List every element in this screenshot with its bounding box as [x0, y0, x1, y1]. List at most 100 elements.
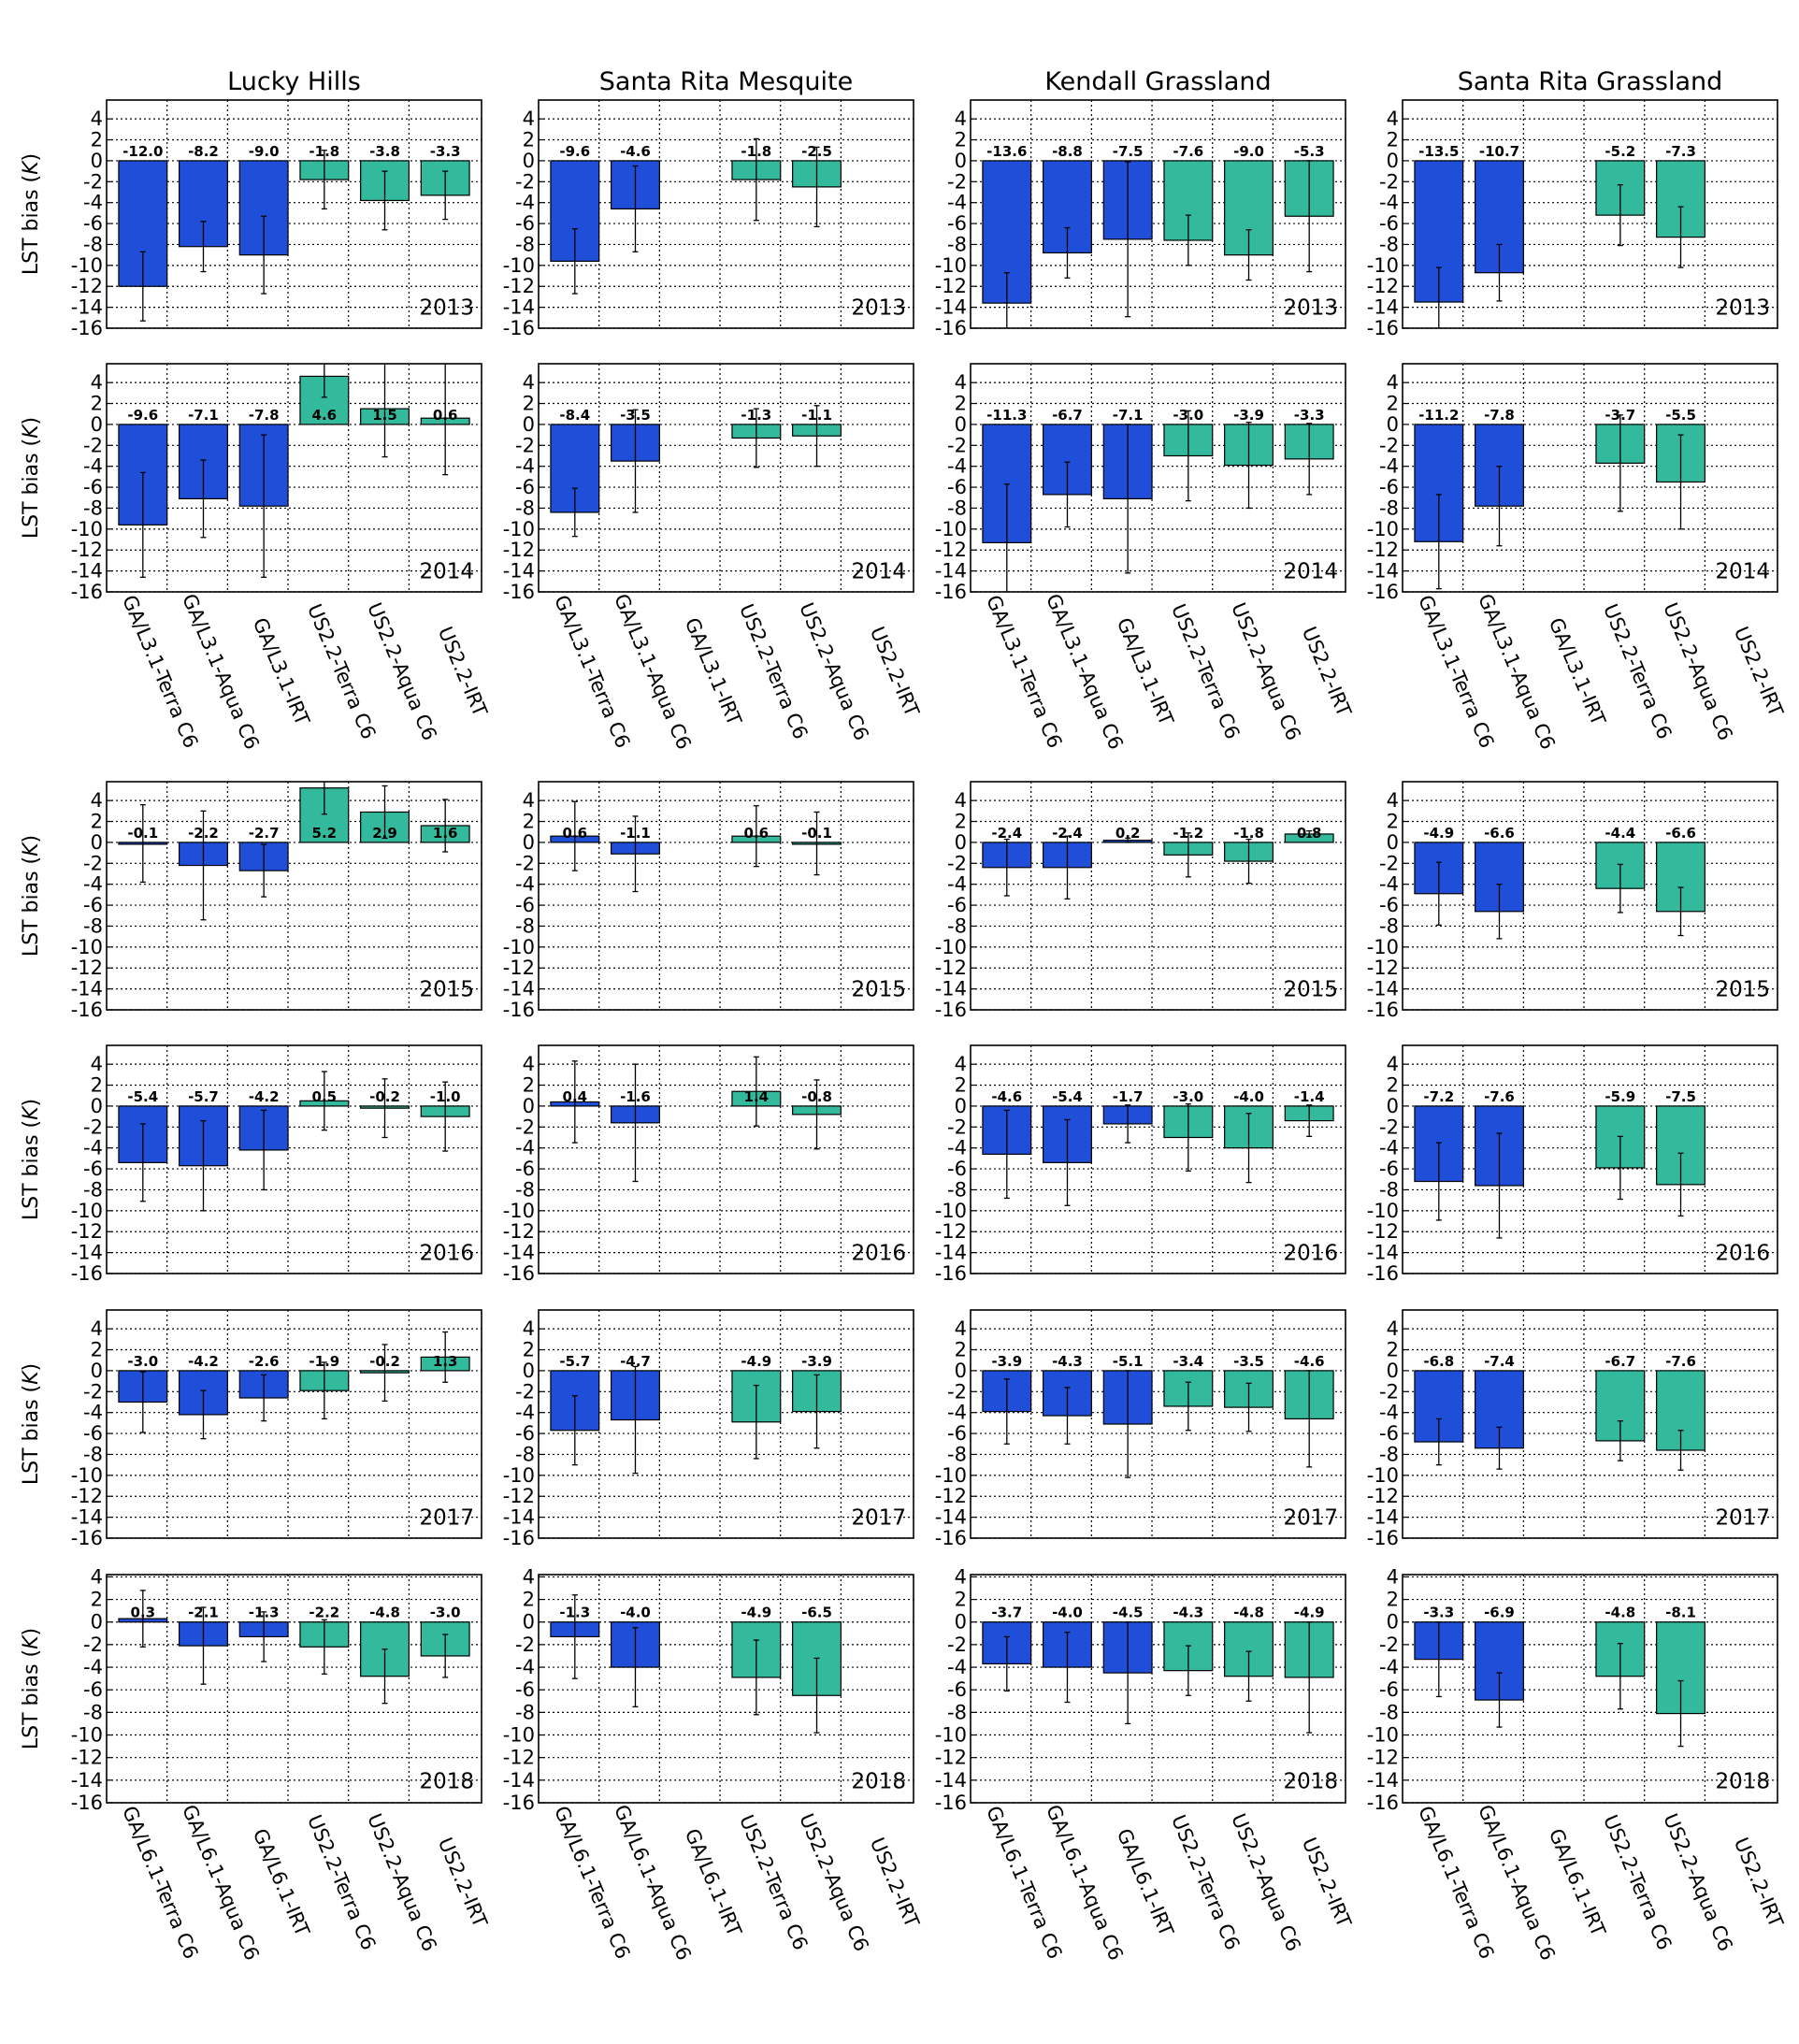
year-label: 2015	[1283, 977, 1338, 1001]
bar-value-label: -1.3	[741, 407, 771, 424]
y-axis-label: LST bias (K)	[20, 417, 43, 539]
y-tick-label: -14	[935, 978, 967, 1000]
y-tick-label: -14	[935, 1506, 967, 1529]
bar-value-label: -0.1	[127, 825, 158, 842]
y-tick-label: -12	[1367, 1485, 1399, 1507]
y-tick-label: -16	[935, 1792, 967, 1814]
axes-frame	[106, 1309, 482, 1539]
y-tick-label: -10	[935, 1200, 967, 1222]
y-tick-label: -10	[503, 1724, 535, 1747]
y-tick-label: 4	[1387, 371, 1399, 394]
y-tick-label: -14	[503, 1506, 535, 1529]
panel-lucky-hills-2013: -12.0 -8.2 -9.0 -1.8 -3.8 -3.3420-2-4-6-8-10-…	[20, 99, 482, 339]
bar-value-label: 0.2	[1115, 825, 1141, 842]
y-tick-label: -2	[83, 852, 103, 874]
y-tick-label: -2	[947, 434, 967, 456]
y-tick-label: -10	[935, 254, 967, 277]
y-tick-label: -8	[1379, 1178, 1399, 1201]
y-tick-label: -2	[947, 1380, 967, 1403]
y-tick-label: -6	[83, 1678, 103, 1701]
y-tick-label: 0	[955, 150, 967, 172]
y-tick-label: -8	[515, 497, 535, 519]
panel-kendall-grassland-2016: -4.6 -5.4 -1.7 -3.0 -4.0 -1.4420-2-4-6-8-10-1…	[935, 1044, 1346, 1285]
year-label: 2018	[1283, 1769, 1338, 1793]
y-tick-label: -16	[71, 999, 103, 1021]
y-tick-label: -10	[1367, 1724, 1399, 1747]
axes-frame	[538, 1044, 914, 1274]
axes-frame	[538, 99, 914, 329]
x-tick-label: GA/L3.1-IRT	[1545, 614, 1610, 728]
bar-value-label: 0.4	[563, 1088, 588, 1105]
bar-value-label: -5.9	[1605, 1088, 1635, 1105]
bar-value-label: -7.5	[1665, 1088, 1696, 1105]
y-tick-label: 0	[1387, 413, 1399, 436]
y-tick-label: -8	[947, 914, 967, 937]
year-label: 2016	[1283, 1241, 1338, 1265]
bar-value-label: -2.2	[309, 1605, 339, 1621]
bar-value-label: -6.7	[1052, 407, 1083, 424]
bar-value-label: -9.0	[1233, 143, 1264, 160]
y-tick-label: -4	[83, 1137, 103, 1159]
bar-value-label: -3.9	[801, 1353, 832, 1370]
y-tick-label: -4	[83, 455, 103, 478]
y-tick-label: 2	[523, 129, 535, 151]
y-tick-label: -6	[515, 476, 535, 498]
bar-value-label: 0.8	[1297, 825, 1322, 842]
year-label: 2013	[851, 295, 906, 320]
bar-value-label: -0.2	[369, 1088, 400, 1105]
y-tick-label: -2	[83, 1634, 103, 1656]
y-tick-label: 2	[955, 1589, 967, 1611]
y-tick-label: -4	[515, 1656, 535, 1678]
y-tick-label: 0	[1387, 1611, 1399, 1634]
y-tick-label: -14	[503, 1242, 535, 1264]
y-tick-label: -12	[935, 1220, 967, 1243]
bar-value-label: -1.1	[620, 825, 651, 842]
y-tick-label: 2	[523, 811, 535, 833]
y-tick-label: -6	[1379, 1158, 1399, 1180]
y-axis-label-close: )	[20, 1628, 43, 1636]
bar-value-label: -1.8	[309, 143, 339, 160]
y-tick-label: 0	[523, 1611, 535, 1634]
y-tick-label: -6	[515, 894, 535, 916]
x-tick-label: GA/L6.1-IRT	[1113, 1825, 1178, 1939]
y-tick-label: 2	[1387, 1339, 1399, 1361]
bar-value-label: -8.8	[1052, 143, 1083, 160]
y-tick-label: 4	[955, 789, 967, 812]
y-tick-label: 0	[1387, 831, 1399, 854]
x-tick-label: US2.2-Terra C6	[735, 601, 812, 743]
year-label: 2017	[1283, 1505, 1338, 1530]
bar-value-label: -8.1	[1665, 1605, 1696, 1621]
y-tick-label: 0	[955, 831, 967, 854]
bar-value-label: -6.7	[1605, 1353, 1635, 1370]
y-axis-label-text: LST bias (	[20, 1649, 43, 1749]
axes-frame	[970, 99, 1346, 329]
y-tick-label: -12	[1367, 1747, 1399, 1769]
bar-value-label: -4.9	[741, 1353, 771, 1370]
y-tick-label: 2	[523, 1074, 535, 1097]
panel-kendall-grassland-2013: -13.6 -8.8 -7.5 -7.6 -9.0 -5.3420-2-4-6-8-10-…	[935, 99, 1346, 339]
y-tick-label: -6	[83, 476, 103, 498]
y-tick-label: -4	[83, 192, 103, 214]
year-label: 2013	[1715, 295, 1770, 320]
y-tick-label: -8	[947, 1443, 967, 1465]
y-axis-label-text: LST bias (	[20, 175, 43, 275]
y-tick-label: -6	[83, 1158, 103, 1180]
y-tick-label: -16	[1367, 1792, 1399, 1814]
bar-value-label: -3.3	[1294, 407, 1325, 424]
y-tick-label: 4	[523, 371, 535, 394]
y-tick-label: -2	[515, 1116, 535, 1138]
bar-value-label: -4.2	[188, 1353, 219, 1370]
year-label: 2014	[419, 559, 474, 583]
axes-frame	[1402, 1044, 1778, 1274]
y-tick-label: -4	[947, 455, 967, 478]
y-tick-label: -12	[71, 539, 103, 561]
panel-santa-rita-grassland-2018: -3.3 -6.9 -4.8 -8.1 420-2-4-6-8-10-12-14-16 2…	[1367, 1565, 1788, 1964]
y-tick-label: 4	[523, 789, 535, 812]
y-tick-label: -16	[503, 1527, 535, 1549]
bar-value-label: -4.6	[991, 1088, 1022, 1105]
x-tick-label: US2.2-Terra C6	[303, 601, 380, 743]
y-tick-label: -16	[1367, 581, 1399, 603]
bar-value-label: -4.4	[1605, 825, 1635, 842]
year-label: 2018	[851, 1769, 906, 1793]
y-tick-label: -12	[71, 1747, 103, 1769]
